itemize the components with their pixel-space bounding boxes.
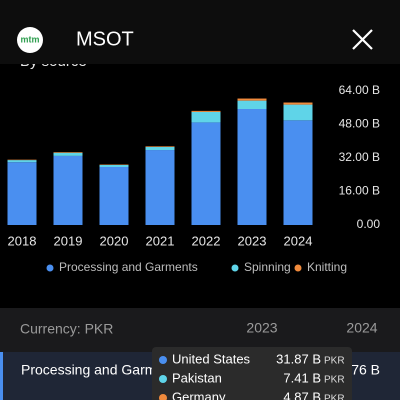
tooltip-value: 7.41 B (283, 370, 321, 385)
close-button[interactable] (352, 29, 373, 50)
tooltip-box (152, 347, 352, 400)
y-tick-label: 64.00 B (339, 83, 380, 97)
tooltip-unit: PKR (324, 394, 345, 400)
bar-segment (145, 146, 175, 151)
bar-segment (145, 150, 175, 225)
bar-segment (53, 152, 83, 156)
x-tick-label: 2019 (54, 233, 83, 248)
tooltip-unit: PKR (324, 375, 345, 386)
bar-segment (145, 146, 175, 147)
bar-segment (99, 164, 129, 168)
y-tick-label: 32.00 B (339, 150, 380, 164)
logo[interactable] (17, 27, 43, 53)
legend-label: Knitting (307, 260, 347, 274)
row-value: 76 B (351, 362, 380, 378)
bar-segment (237, 100, 267, 110)
logo-text: mtm (20, 34, 39, 44)
legend-label: Spinning (244, 260, 291, 274)
tooltip-marker (159, 375, 167, 383)
y-tick-label: 48.00 B (339, 117, 380, 131)
bar-segment (283, 120, 313, 225)
tooltip-unit: PKR (324, 356, 345, 367)
header-bar (0, 0, 400, 64)
legend-marker (231, 264, 239, 272)
x-tick-label: 2024 (284, 233, 313, 248)
row-label: Processing and Garments (21, 362, 183, 378)
bar-segment (283, 104, 313, 121)
tooltip-marker (159, 356, 167, 364)
tooltip-marker (159, 394, 167, 400)
tooltip-value: 31.87 B (276, 351, 321, 366)
bar-segment (99, 167, 129, 225)
x-tick-label: 2023 (238, 233, 267, 248)
y-tick-label: 0.00 (357, 217, 381, 231)
currency-label: Currency: PKR (20, 321, 113, 337)
legend-label: Processing and Garments (59, 260, 198, 274)
tooltip-name: United States (172, 351, 251, 366)
bar-segment (53, 152, 83, 153)
bar-segment (191, 111, 221, 123)
bar-segment (53, 155, 83, 225)
bar-segment (7, 160, 37, 163)
bar-segment (237, 109, 267, 225)
tooltip-name: Pakistan (172, 370, 222, 385)
legend-marker (46, 264, 54, 272)
bar-segment (7, 162, 37, 225)
x-tick-label: 2018 (8, 233, 37, 248)
bar-segment (237, 98, 267, 101)
column-header: 2023 (246, 320, 277, 336)
x-tick-label: 2022 (192, 233, 221, 248)
legend-marker (294, 264, 302, 272)
header-title: MSOT (76, 28, 134, 50)
tooltip-name: Germany (172, 389, 226, 400)
x-tick-label: 2021 (146, 233, 175, 248)
bar-segment (283, 102, 313, 105)
y-tick-label: 16.00 B (339, 184, 380, 198)
row-accent (0, 352, 3, 400)
bar-segment (191, 110, 221, 112)
column-header: 2024 (346, 320, 377, 336)
x-tick-label: 2020 (100, 233, 129, 248)
tooltip-value: 4.87 B (283, 389, 321, 400)
bar-segment (191, 122, 221, 225)
